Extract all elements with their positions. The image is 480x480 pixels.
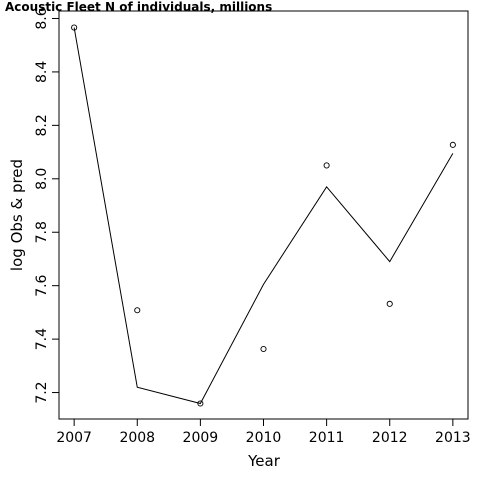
x-tick-label: 2007 [56,430,92,446]
x-tick-label: 2010 [246,430,282,446]
x-axis-label: Year [247,452,281,470]
x-tick-label: 2011 [309,430,345,446]
y-tick-label: 8.4 [34,61,50,83]
y-tick-label: 8.0 [34,168,50,190]
observed-point [197,400,204,407]
observed-point [386,300,393,307]
x-tick-label: 2008 [119,430,155,446]
x-axis: 2007 2008 2009 2010 2011 2012 2013 [56,419,471,446]
y-tick-label: 7.4 [34,328,50,350]
y-tick-label: 8.6 [34,7,50,29]
plot-frame [58,10,469,420]
y-axis: 7.2 7.4 7.6 7.8 8.0 8.2 8.4 8.6 [34,7,59,404]
y-tick-label: 7.6 [34,274,50,296]
y-axis-label: log Obs & pred [8,159,26,271]
observed-point [260,345,267,353]
y-tick-label: 8.2 [34,114,50,136]
x-tick-label: 2013 [435,430,471,446]
observed-point [134,307,141,314]
y-tick-label: 7.8 [34,221,50,243]
observed-point [323,162,330,169]
y-tick-label: 7.2 [34,381,50,403]
predicted-line [73,27,454,405]
observed-point [449,141,456,148]
x-tick-label: 2009 [183,430,219,446]
x-tick-label: 2012 [372,430,408,446]
series-layer [71,24,456,407]
